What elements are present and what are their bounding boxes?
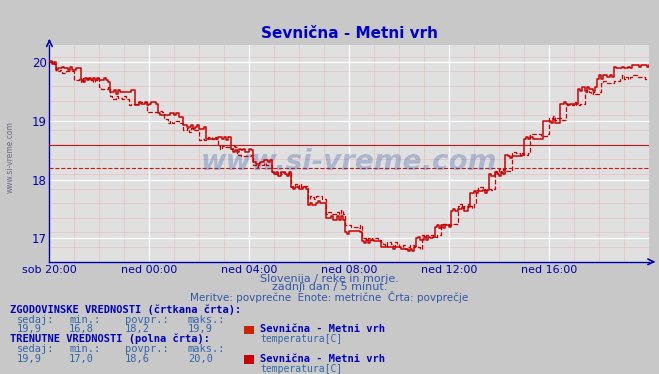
Text: 18,6: 18,6 bbox=[125, 354, 150, 364]
Text: maks.:: maks.: bbox=[188, 315, 225, 325]
Text: Sevnična - Metni vrh: Sevnična - Metni vrh bbox=[260, 354, 386, 364]
Text: temperatura[C]: temperatura[C] bbox=[260, 364, 343, 374]
Text: TRENUTNE VREDNOSTI (polna črta):: TRENUTNE VREDNOSTI (polna črta): bbox=[10, 334, 210, 344]
Text: Slovenija / reke in morje.: Slovenija / reke in morje. bbox=[260, 274, 399, 284]
Title: Sevnična - Metni vrh: Sevnična - Metni vrh bbox=[261, 26, 438, 41]
Text: 19,9: 19,9 bbox=[16, 354, 42, 364]
Text: min.:: min.: bbox=[69, 344, 100, 354]
Text: 17,0: 17,0 bbox=[69, 354, 94, 364]
Text: 20,0: 20,0 bbox=[188, 354, 213, 364]
Text: zadnji dan / 5 minut.: zadnji dan / 5 minut. bbox=[272, 282, 387, 292]
Text: min.:: min.: bbox=[69, 315, 100, 325]
Text: 18,2: 18,2 bbox=[125, 324, 150, 334]
Text: Sevnična - Metni vrh: Sevnična - Metni vrh bbox=[260, 324, 386, 334]
Text: 19,9: 19,9 bbox=[188, 324, 213, 334]
Text: povpr.:: povpr.: bbox=[125, 315, 169, 325]
Text: ZGODOVINSKE VREDNOSTI (črtkana črta):: ZGODOVINSKE VREDNOSTI (črtkana črta): bbox=[10, 305, 241, 315]
Text: www.si-vreme.com: www.si-vreme.com bbox=[5, 121, 14, 193]
Text: maks.:: maks.: bbox=[188, 344, 225, 354]
Text: Meritve: povprečne  Enote: metrične  Črta: povprečje: Meritve: povprečne Enote: metrične Črta:… bbox=[190, 291, 469, 303]
Text: povpr.:: povpr.: bbox=[125, 344, 169, 354]
Text: sedaj:: sedaj: bbox=[16, 344, 54, 354]
Text: temperatura[C]: temperatura[C] bbox=[260, 334, 343, 344]
Text: 19,9: 19,9 bbox=[16, 324, 42, 334]
Text: 16,8: 16,8 bbox=[69, 324, 94, 334]
Text: www.si-vreme.com: www.si-vreme.com bbox=[201, 148, 498, 176]
Text: sedaj:: sedaj: bbox=[16, 315, 54, 325]
